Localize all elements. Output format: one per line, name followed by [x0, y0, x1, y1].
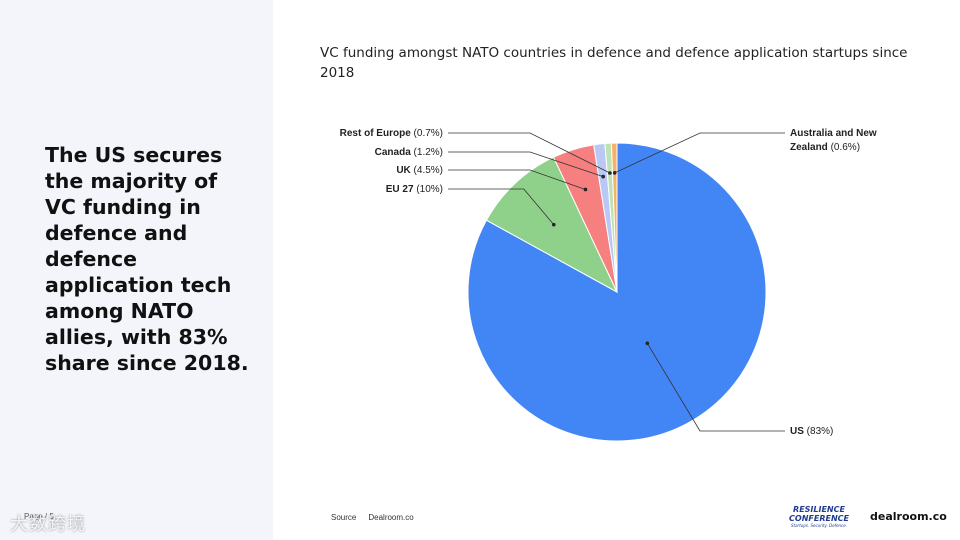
page-number: Page / 5: [24, 512, 54, 521]
leader-line-rest-of-europe: [448, 132, 611, 174]
left-panel: [0, 0, 273, 540]
data-label-australia-and-new-zealand: Australia and New Zealand (0.6%): [790, 128, 877, 153]
source-label: Source: [331, 513, 357, 522]
leader-line-canada: [448, 151, 604, 177]
data-label-canada: Canada (1.2%): [375, 147, 443, 158]
pie-slices: [467, 142, 767, 442]
leader-line-eu-27: [448, 188, 555, 225]
leader-line-australia-and-new-zealand: [614, 132, 785, 174]
resilience-logo-line2: CONFERENCE: [789, 514, 849, 523]
source-line: Source Dealroom.co: [331, 513, 426, 522]
pie-slice-australia-and-new-zealand: [610, 142, 618, 293]
leader-line-uk: [448, 169, 586, 190]
resilience-logo-tagline: Startups. Security. Defence.: [790, 523, 847, 528]
headline: The US secures the majority of VC fundin…: [45, 143, 249, 375]
watermark: 大数跨境: [10, 514, 86, 535]
leader-line-us: [646, 343, 785, 432]
data-label-eu-27: EU 27 (10%): [386, 184, 443, 195]
source-value: Dealroom.co: [368, 513, 414, 522]
data-label-us: US (83%): [790, 426, 833, 437]
dealroom-logo: dealroom.co: [870, 510, 947, 523]
resilience-logo-line1: RESILIENCE: [793, 505, 845, 514]
pie-labels: US (83%) EU 27 (10%) UK (4.5%) Canada (1.2%…: [340, 128, 877, 437]
data-label-uk: UK (4.5%): [396, 165, 443, 176]
resilience-conference-logo: RESILIENCE CONFERENCE Startups. Security…: [784, 505, 854, 529]
chart-title: VC funding amongst NATO countries in def…: [320, 45, 908, 81]
data-label-rest-of-europe: Rest of Europe (0.7%): [340, 128, 443, 139]
